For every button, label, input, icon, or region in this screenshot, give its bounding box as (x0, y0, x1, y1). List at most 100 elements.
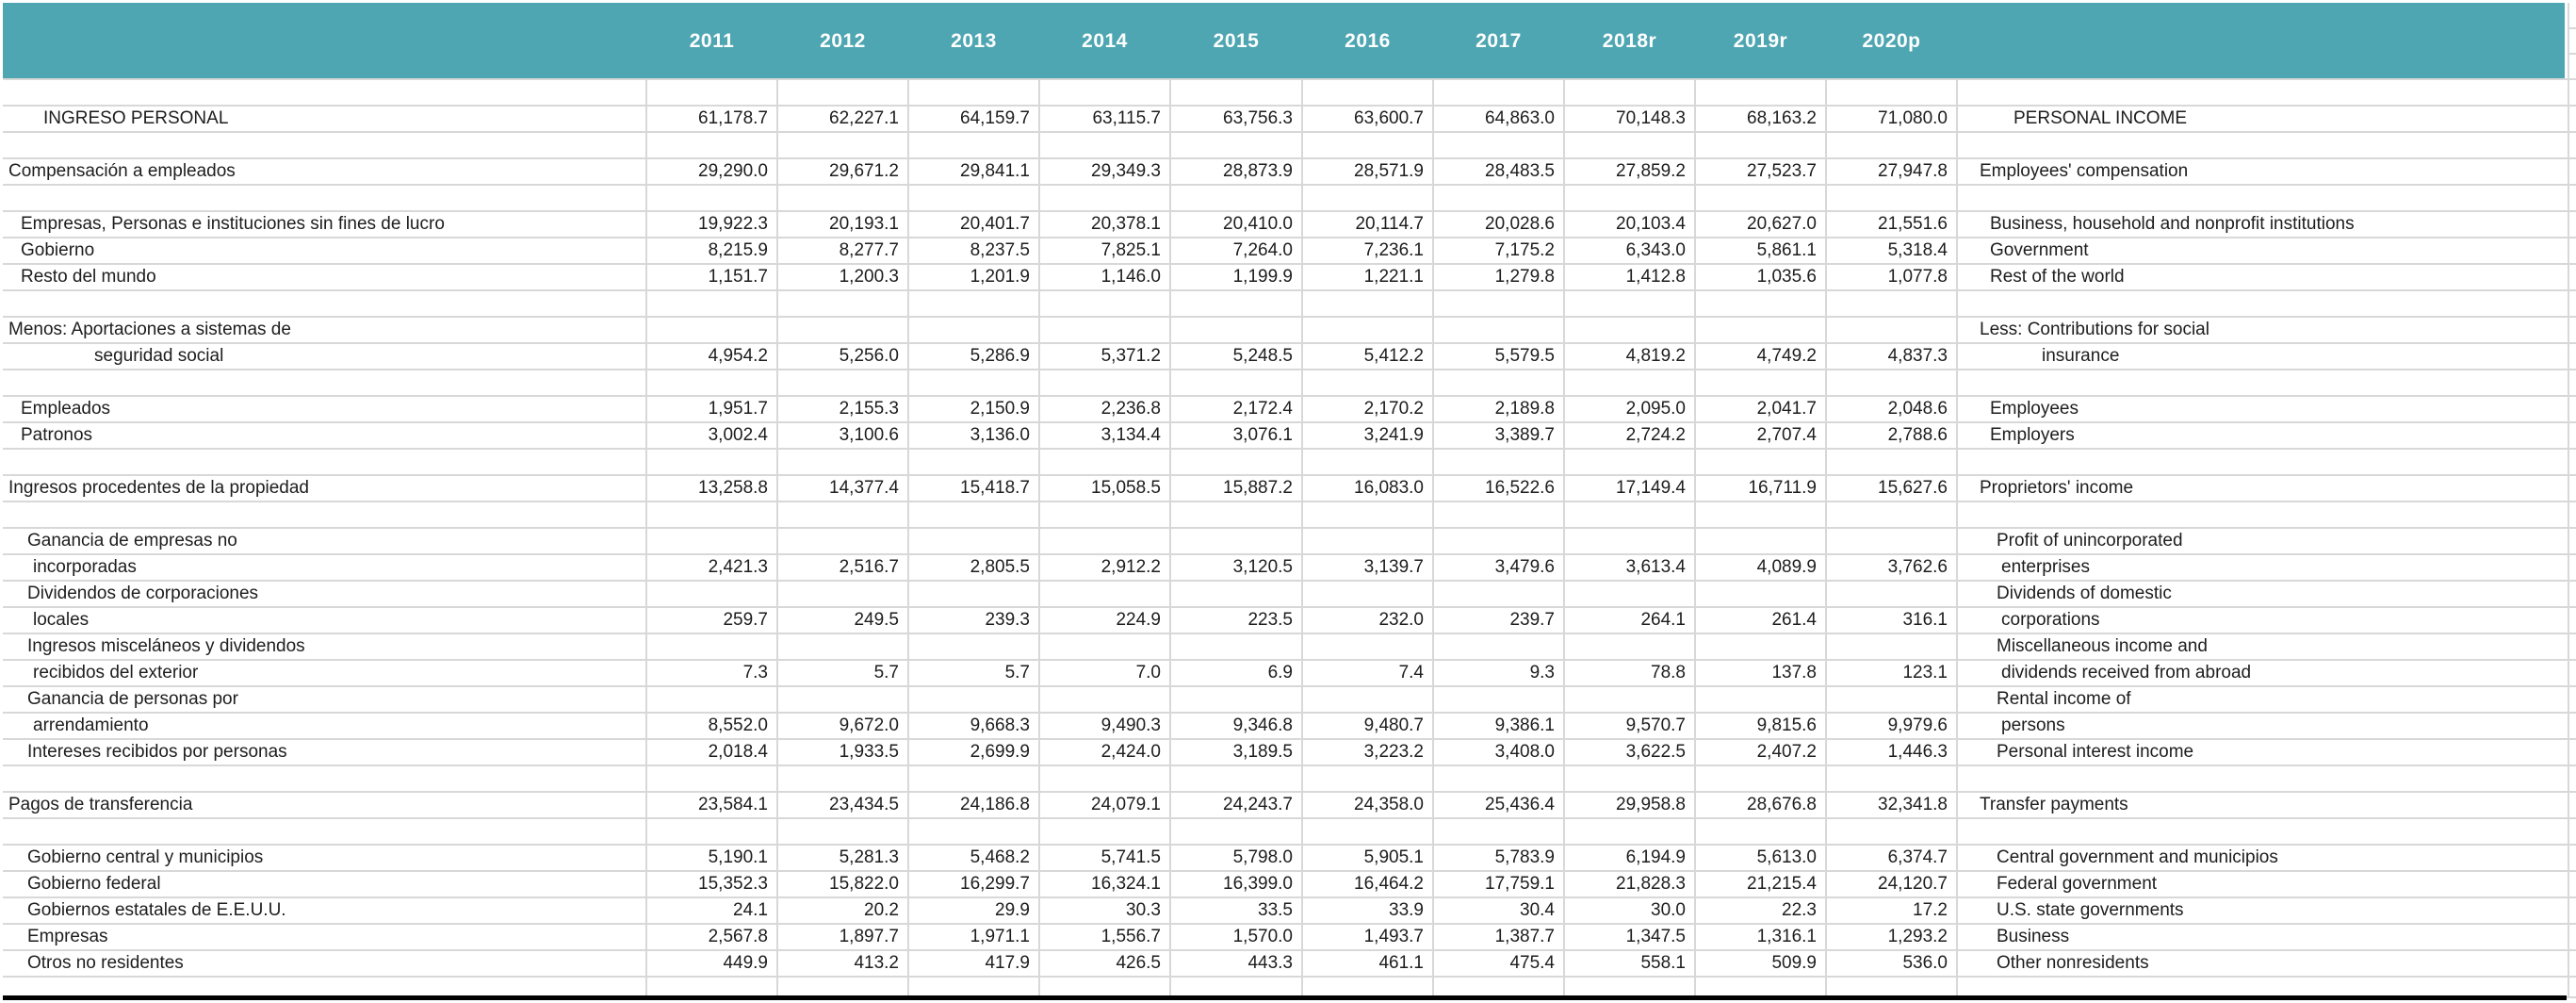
cell-value: 24,079.1 (1091, 795, 1161, 814)
cell-value: 1,412.8 (1625, 267, 1686, 287)
row-label-en: dividends received from abroad (2001, 663, 2252, 682)
gridline (3, 369, 2576, 370)
cell-value: 5,798.0 (1232, 847, 1293, 867)
cell-value: 29,290.0 (698, 161, 768, 181)
row-label-es: Gobierno (21, 240, 95, 260)
cell-value: 449.9 (723, 953, 768, 973)
cell-value: 9,668.3 (970, 715, 1030, 735)
cell-value: 20,193.1 (829, 214, 899, 234)
row-label-en: Employees (1990, 399, 2079, 419)
gridline (3, 606, 2576, 608)
gridline (3, 949, 2576, 951)
cell-value: 2,048.6 (1887, 399, 1948, 419)
row-label-es: Ganancia de personas por (27, 689, 238, 709)
cell-value: 20,410.0 (1223, 214, 1293, 234)
year-header: 2020p (1862, 30, 1921, 52)
cell-value: 1,493.7 (1363, 927, 1424, 946)
cell-value: 33.9 (1389, 900, 1424, 920)
cell-value: 30.3 (1126, 900, 1161, 920)
cell-value: 78.8 (1651, 663, 1686, 682)
cell-value: 20,103.4 (1616, 214, 1686, 234)
cell-value: 1,556.7 (1101, 927, 1161, 946)
cell-value: 16,522.6 (1485, 478, 1555, 498)
cell-value: 25,436.4 (1485, 795, 1555, 814)
cell-value: 1,971.1 (970, 927, 1030, 946)
cell-value: 3,408.0 (1494, 742, 1555, 762)
cell-value: 5,371.2 (1101, 346, 1161, 366)
cell-value: 63,756.3 (1223, 108, 1293, 128)
cell-value: 3,136.0 (970, 425, 1030, 445)
cell-value: 2,150.9 (970, 399, 1030, 419)
row-label-en: Profit of unincorporated (1997, 531, 2183, 551)
cell-value: 19,922.3 (698, 214, 768, 234)
cell-value: 28,571.9 (1354, 161, 1424, 181)
cell-value: 8,237.5 (970, 240, 1030, 260)
cell-value: 536.0 (1902, 953, 1948, 973)
cell-value: 7,236.1 (1363, 240, 1424, 260)
gridline (3, 184, 2576, 186)
gridline (3, 580, 2576, 582)
cell-value: 28,873.9 (1223, 161, 1293, 181)
cell-value: 413.2 (854, 953, 899, 973)
cell-value: 3,389.7 (1494, 425, 1555, 445)
cell-value: 32,341.8 (1878, 795, 1948, 814)
row-label-en: Proprietors' income (1980, 478, 2134, 498)
cell-value: 15,822.0 (829, 874, 899, 894)
cell-value: 509.9 (1771, 953, 1817, 973)
row-label-en: Business, household and nonprofit instit… (1990, 214, 2355, 234)
cell-value: 21,828.3 (1616, 874, 1686, 894)
gridline (3, 553, 2576, 555)
gridline (3, 844, 2576, 846)
cell-value: 224.9 (1116, 610, 1161, 630)
gridline (3, 289, 2576, 291)
cell-value: 5,905.1 (1363, 847, 1424, 867)
cell-value: 24,243.7 (1223, 795, 1293, 814)
cell-value: 4,749.2 (1756, 346, 1817, 366)
cell-value: 1,387.7 (1494, 927, 1555, 946)
cell-value: 9,386.1 (1494, 715, 1555, 735)
cell-value: 62,227.1 (829, 108, 899, 128)
row-label-en: Government (1990, 240, 2089, 260)
row-label-en: enterprises (2001, 557, 2090, 577)
cell-value: 3,241.9 (1363, 425, 1424, 445)
cell-value: 15,418.7 (960, 478, 1030, 498)
row-label-en: Employees' compensation (1980, 161, 2189, 181)
cell-value: 8,215.9 (708, 240, 768, 260)
gridline (1694, 79, 1696, 997)
cell-value: 64,863.0 (1485, 108, 1555, 128)
cell-value: 3,223.2 (1363, 742, 1424, 762)
cell-value: 64,159.7 (960, 108, 1030, 128)
row-label-es: Ingresos procedentes de la propiedad (8, 478, 310, 498)
cell-value: 2,788.6 (1887, 425, 1948, 445)
cell-value: 3,762.6 (1887, 557, 1948, 577)
cell-value: 3,139.7 (1363, 557, 1424, 577)
cell-value: 16,299.7 (960, 874, 1030, 894)
row-label-es: Patronos (21, 425, 93, 445)
cell-value: 9,815.6 (1756, 715, 1817, 735)
cell-value: 5,412.2 (1363, 346, 1424, 366)
gridline (1956, 79, 1958, 997)
row-label-es: Dividendos de corporaciones (27, 584, 259, 603)
cell-value: 28,483.5 (1485, 161, 1555, 181)
cell-value: 123.1 (1902, 663, 1948, 682)
cell-value: 29,958.8 (1616, 795, 1686, 814)
cell-value: 3,189.5 (1232, 742, 1293, 762)
cell-value: 20,114.7 (1355, 214, 1424, 234)
year-header: 2019r (1733, 30, 1788, 52)
cell-value: 17.2 (1913, 900, 1948, 920)
cell-value: 68,163.2 (1747, 108, 1817, 128)
row-label-en: insurance (2042, 346, 2120, 366)
row-label-en: persons (2001, 715, 2065, 735)
gridline (1825, 79, 1827, 997)
cell-value: 3,120.5 (1232, 557, 1293, 577)
gridline (3, 474, 2576, 476)
cell-value: 23,584.1 (698, 795, 768, 814)
row-label-en: Personal interest income (1997, 742, 2194, 762)
row-label-es: Empresas, Personas e instituciones sin f… (21, 214, 445, 234)
cell-value: 70,148.3 (1616, 108, 1686, 128)
cell-value: 3,076.1 (1232, 425, 1293, 445)
row-label-es: Compensación a empleados (8, 161, 236, 181)
cell-value: 264.1 (1640, 610, 1686, 630)
row-label-es: incorporadas (33, 557, 137, 577)
cell-value: 261.4 (1771, 610, 1817, 630)
